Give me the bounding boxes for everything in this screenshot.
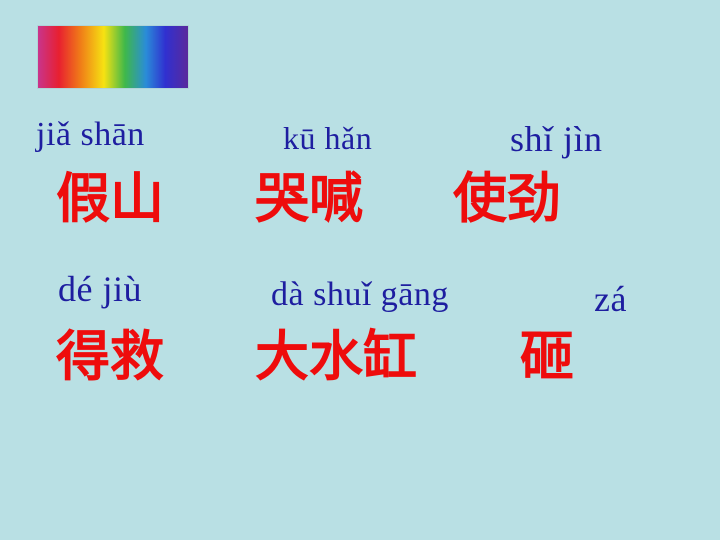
word-shi-jin: 使劲 [453,167,561,230]
pinyin-za: zá [594,279,627,319]
pinyin-de-jiu: dé jiù [58,269,142,309]
word-da-shui-gang: 大水缸 [255,325,417,388]
word-za: 砸 [520,325,574,388]
pinyin-shi-jin: shǐ jìn [510,119,603,159]
word-jia-shan: 假山 [56,167,164,230]
rainbow-spectrum-bar [38,26,188,88]
word-ku-han: 哭喊 [255,167,363,230]
pinyin-ku-han: kū hǎn [283,120,373,156]
pinyin-jia-shan: jiǎ shān [36,116,145,153]
word-de-jiu: 得救 [56,325,164,388]
pinyin-da-shui-gang: dà shuǐ gāng [271,276,449,313]
